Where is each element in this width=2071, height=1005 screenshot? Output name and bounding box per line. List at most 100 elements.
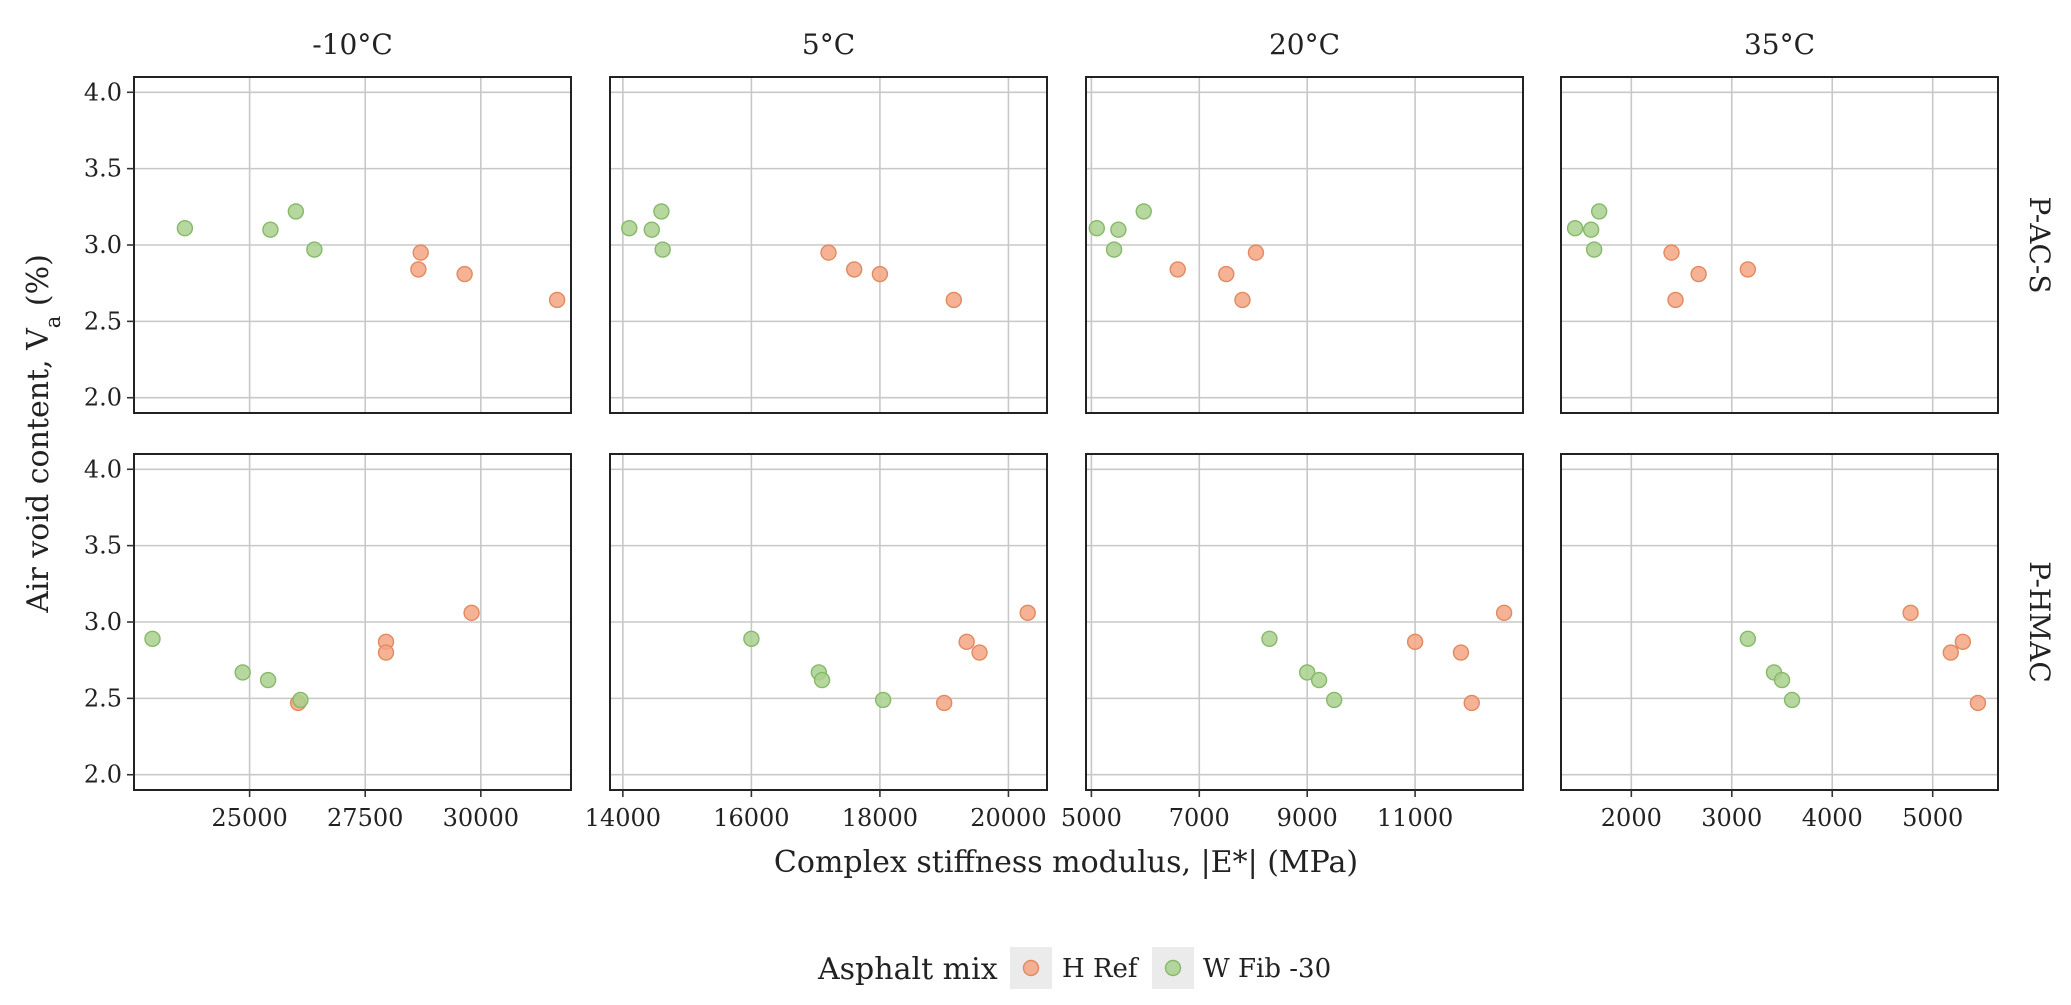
data-point-w-fib-30 xyxy=(1088,219,1105,237)
data-point-h-ref xyxy=(412,244,429,261)
data-point-w-fib-30 xyxy=(262,221,279,238)
facet-row-label: P-AC-S xyxy=(2023,196,2056,293)
data-point-h-ref xyxy=(1452,644,1470,661)
x-tick-label: 2000 xyxy=(1601,804,1662,832)
facet-column-label: -10°C xyxy=(312,28,393,61)
data-point-h-ref xyxy=(1690,265,1707,283)
panel-border xyxy=(609,453,1048,791)
data-point-h-ref xyxy=(1234,291,1251,309)
x-tick-label: 3000 xyxy=(1701,804,1762,832)
data-point-h-ref xyxy=(1954,633,1972,651)
data-point-w-fib-30 xyxy=(287,203,305,220)
y-axis-title-part: (%) xyxy=(21,254,56,315)
x-tick-label: 27500 xyxy=(327,804,403,832)
panel-border xyxy=(1085,453,1524,791)
data-point-h-ref xyxy=(945,291,963,309)
data-point-w-fib-30 xyxy=(643,221,660,238)
legend-title: Asphalt mix xyxy=(817,952,998,987)
data-point-w-fib-30 xyxy=(654,241,671,258)
data-point-h-ref xyxy=(1667,291,1684,309)
y-tick-label: 2.0 xyxy=(84,384,122,412)
y-tick-label: 4.0 xyxy=(84,455,122,483)
data-point-w-fib-30 xyxy=(144,630,161,647)
data-point-w-fib-30 xyxy=(1325,691,1343,709)
facet-column-label: 5°C xyxy=(802,28,855,61)
y-tick-label: 2.0 xyxy=(84,761,122,789)
data-point-w-fib-30 xyxy=(1585,241,1603,258)
data-point-h-ref xyxy=(410,261,427,278)
x-tick-label: 5000 xyxy=(1902,804,1963,832)
data-point-h-ref xyxy=(1902,604,1919,622)
x-tick-label: 16000 xyxy=(713,804,789,832)
data-point-w-fib-30 xyxy=(621,219,638,237)
x-tick-label: 20000 xyxy=(970,804,1046,832)
y-tick-label: 3.0 xyxy=(84,231,122,259)
data-point-h-ref xyxy=(1247,244,1265,261)
facet-column-label: 20°C xyxy=(1269,28,1340,61)
data-point-w-fib-30 xyxy=(1110,221,1127,238)
y-axis-title-part: a xyxy=(41,316,65,329)
data-point-w-fib-30 xyxy=(1105,241,1123,258)
data-point-w-fib-30 xyxy=(234,664,251,681)
panel-border xyxy=(1560,76,1999,414)
data-point-w-fib-30 xyxy=(1582,221,1600,238)
data-point-h-ref xyxy=(1218,265,1235,283)
x-axis-title: Complex stiffness modulus, |E*| (MPa) xyxy=(774,845,1358,880)
data-point-w-fib-30 xyxy=(1298,664,1316,681)
data-point-h-ref xyxy=(1663,244,1680,261)
data-point-w-fib-30 xyxy=(1566,219,1584,237)
data-point-w-fib-30 xyxy=(743,630,760,647)
y-tick-label: 3.5 xyxy=(84,155,122,183)
panel-border xyxy=(609,76,1048,414)
x-tick-label: 14000 xyxy=(585,804,661,832)
legend-key-w-fib-30 xyxy=(1164,959,1182,977)
x-tick-label: 7000 xyxy=(1169,804,1230,832)
data-point-w-fib-30 xyxy=(1135,203,1152,220)
y-tick-label: 3.5 xyxy=(84,532,122,560)
panel-border xyxy=(1560,453,1999,791)
facet-row-label: P-HMAC xyxy=(2023,561,2056,683)
data-point-w-fib-30 xyxy=(1773,671,1791,689)
data-point-w-fib-30 xyxy=(259,671,277,689)
data-point-h-ref xyxy=(820,244,837,261)
data-point-h-ref xyxy=(871,265,889,283)
x-tick-label: 9000 xyxy=(1277,804,1338,832)
y-tick-label: 2.5 xyxy=(84,307,122,335)
legend-label-w-fib-30: W Fib -30 xyxy=(1203,954,1331,984)
data-point-h-ref xyxy=(1169,261,1186,278)
x-tick-label: 30000 xyxy=(443,804,519,832)
data-point-h-ref xyxy=(456,265,473,283)
data-point-w-fib-30 xyxy=(176,219,194,237)
data-point-h-ref xyxy=(935,694,953,712)
x-tick-label: 5000 xyxy=(1061,804,1122,832)
x-tick-label: 25000 xyxy=(211,804,287,832)
data-point-w-fib-30 xyxy=(1261,630,1278,647)
y-tick-label: 3.0 xyxy=(84,608,122,636)
data-point-h-ref xyxy=(1495,604,1513,622)
y-axis-title: Air void content, Va (%) xyxy=(21,254,65,614)
y-axis-title-part: Air void content, V xyxy=(21,327,56,614)
panel-border xyxy=(1085,76,1524,414)
data-point-h-ref xyxy=(548,291,566,309)
y-tick-label: 2.5 xyxy=(84,684,122,712)
data-point-w-fib-30 xyxy=(306,241,323,258)
y-tick-label: 4.0 xyxy=(84,78,122,106)
x-tick-label: 18000 xyxy=(842,804,918,832)
data-point-h-ref xyxy=(377,644,395,661)
data-point-w-fib-30 xyxy=(1739,630,1757,647)
data-point-w-fib-30 xyxy=(1783,691,1801,709)
data-point-w-fib-30 xyxy=(292,691,309,709)
data-point-h-ref xyxy=(958,633,975,651)
data-point-h-ref xyxy=(971,644,988,661)
data-point-h-ref xyxy=(1406,633,1424,651)
legend-key-h-ref xyxy=(1022,959,1040,977)
data-point-w-fib-30 xyxy=(1590,203,1608,220)
x-tick-label: 4000 xyxy=(1802,804,1863,832)
data-point-w-fib-30 xyxy=(813,671,831,689)
facet-column-label: 35°C xyxy=(1744,28,1815,61)
data-point-h-ref xyxy=(846,261,863,278)
data-point-h-ref xyxy=(1969,694,1987,712)
data-point-h-ref xyxy=(1019,604,1036,622)
data-point-h-ref xyxy=(1463,694,1480,712)
